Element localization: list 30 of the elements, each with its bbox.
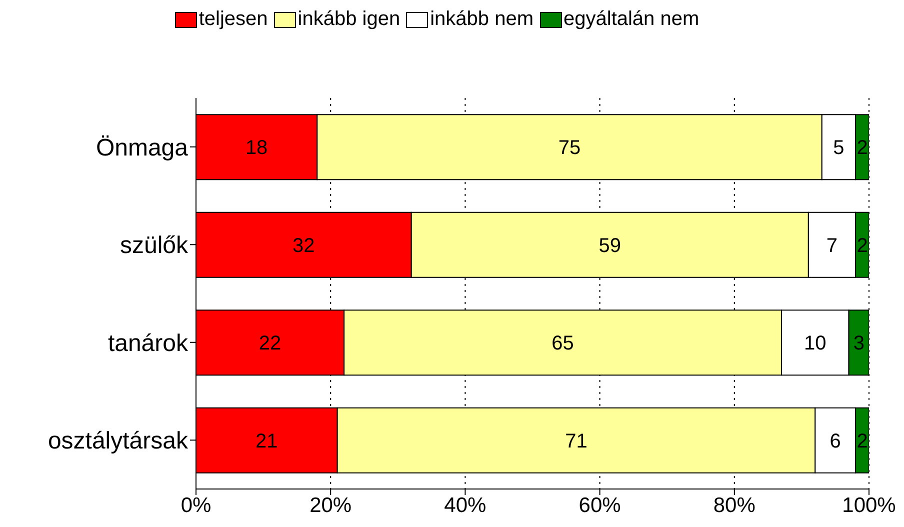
data-label: 59 [598, 234, 622, 257]
data-label: 2 [856, 137, 868, 160]
y-tick-label: osztálytársak [48, 428, 189, 455]
data-label: 65 [552, 332, 574, 355]
x-tick-label: 60% [578, 494, 621, 517]
y-tick-label: tanárok [108, 330, 189, 357]
x-tick-label: 40% [444, 494, 486, 517]
legend-label: teljesen [198, 8, 268, 31]
legend-label: inkább nem [429, 8, 534, 31]
x-tick-label: 20% [310, 494, 352, 517]
data-label: 22 [258, 332, 282, 355]
data-label: 32 [292, 234, 315, 257]
x-tick-label: 0% [180, 494, 212, 517]
y-tick-label: Önmaga [96, 134, 189, 162]
data-label: 18 [245, 137, 268, 160]
data-label: 6 [830, 430, 841, 452]
y-tick-label: szülők [120, 232, 189, 260]
legend-label: egyáltalán nem [562, 8, 700, 31]
data-label: 75 [558, 137, 581, 160]
data-label: 10 [804, 332, 826, 355]
data-label: 5 [833, 137, 844, 160]
x-tick-label: 80% [713, 494, 756, 517]
x-tick-label: 100% [842, 494, 896, 517]
data-label: 71 [565, 430, 588, 452]
legend-label: inkább igen [296, 8, 400, 31]
data-label: 3 [853, 332, 864, 355]
data-label: 2 [856, 430, 868, 452]
data-label: 7 [826, 234, 838, 257]
data-label: 2 [856, 234, 868, 257]
data-label: 21 [256, 430, 278, 452]
